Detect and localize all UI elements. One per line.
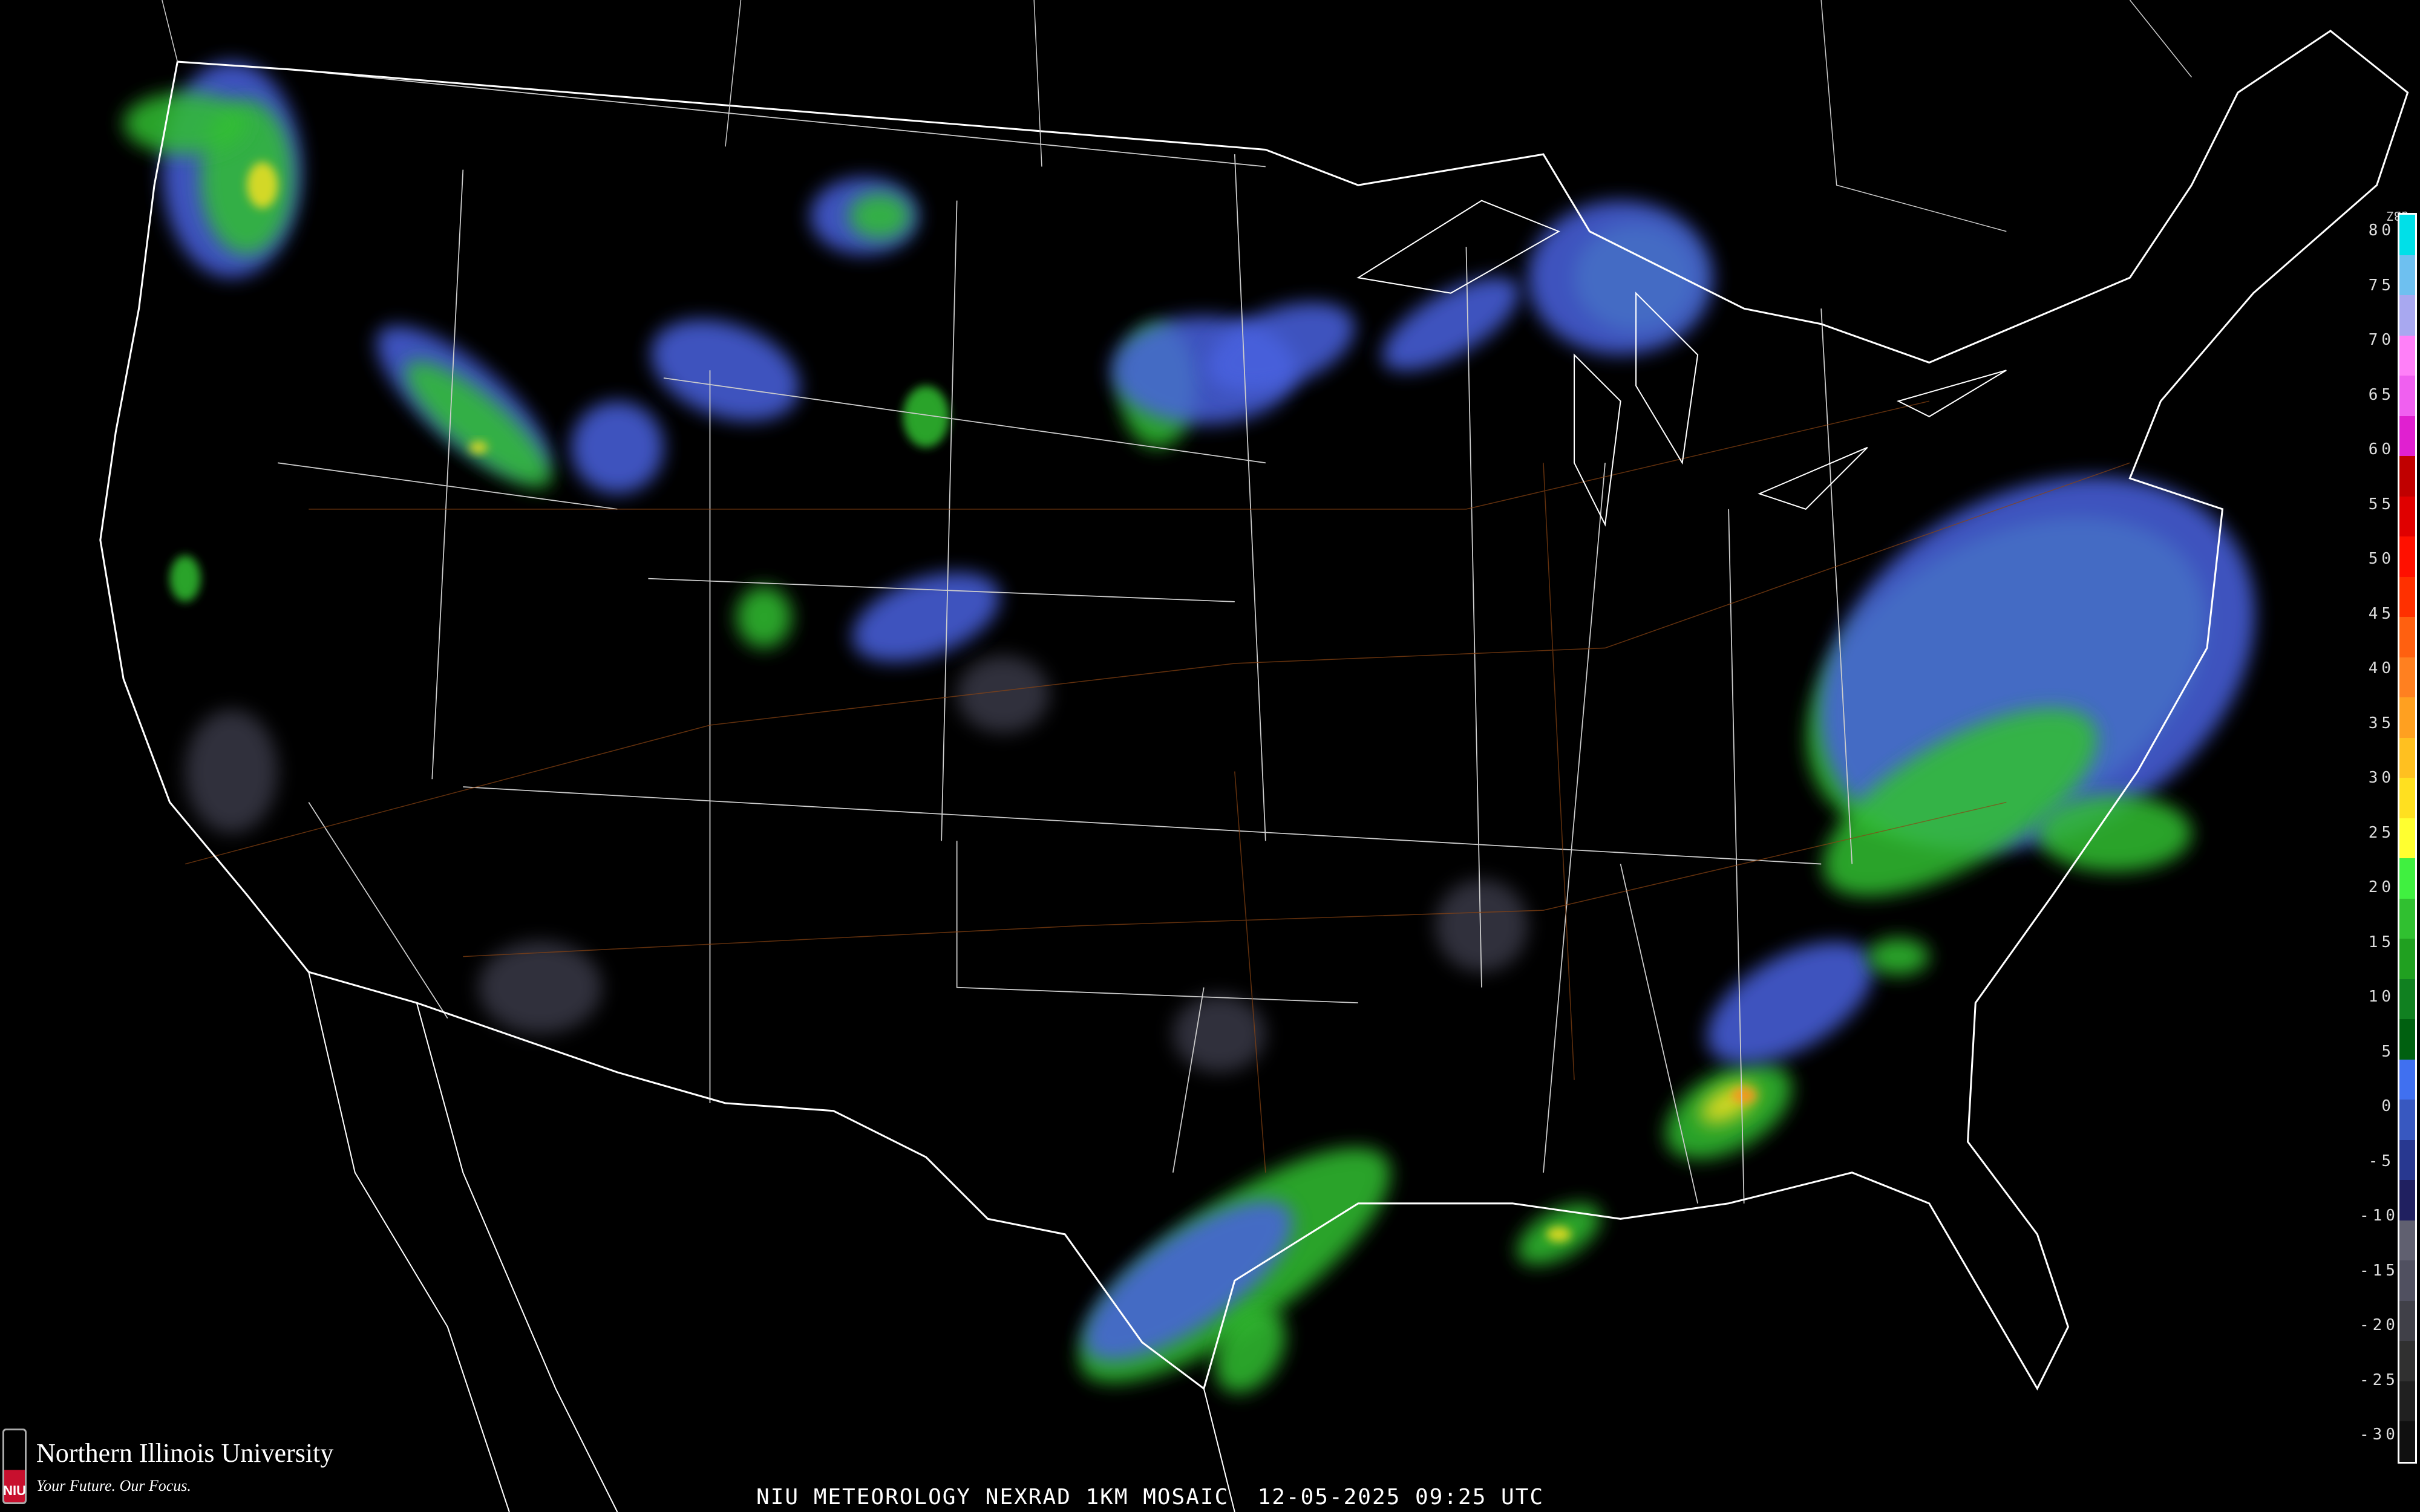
radar-echo: [1382, 277, 1520, 371]
state-borders: [278, 68, 1853, 1204]
legend-tick: 80: [2368, 221, 2395, 240]
legend-swatch: [2399, 778, 2415, 818]
legend-swatch: [2399, 376, 2415, 416]
radar-echo: [1214, 1307, 1286, 1393]
legend-tick: 30: [2368, 769, 2395, 787]
legend-swatch: [2399, 295, 2415, 336]
legend-swatch: [2399, 1139, 2415, 1181]
radar-echo: [469, 441, 488, 454]
legend-swatch: [2399, 1381, 2415, 1422]
dbz-color-scale: [2398, 213, 2417, 1464]
legend-tick: -10: [2360, 1207, 2399, 1225]
university-name: Northern Illinois University: [36, 1438, 334, 1468]
radar-echo: [169, 555, 201, 602]
legend-tick: -5: [2368, 1152, 2395, 1170]
radar-echo: [185, 709, 278, 833]
legend-tick: 25: [2368, 823, 2395, 842]
radar-echo: [1172, 995, 1266, 1072]
great-lakes: [1356, 200, 2007, 527]
legend-swatch: [2399, 255, 2415, 296]
legend-swatch: [2399, 617, 2415, 657]
radar-echo: [957, 656, 1050, 733]
map-caption: NIU METEOROLOGY NEXRAD 1KM MOSAIC 12-05-…: [756, 1485, 1545, 1510]
radar-echo: [736, 586, 792, 648]
legend-swatch: [2399, 415, 2415, 457]
radar-echo: [1707, 941, 1874, 1064]
legend-tick: 45: [2368, 604, 2395, 623]
legend-swatch: [2399, 1180, 2415, 1220]
radar-echo: [478, 941, 602, 1034]
precipitation-echoes: [123, 62, 2255, 1393]
legend-tick: 70: [2368, 331, 2395, 349]
radar-echo: [123, 93, 247, 155]
radar-echo: [405, 361, 552, 488]
legend-swatch: [2399, 335, 2415, 376]
radar-echo: [1435, 879, 1528, 973]
legend-tick: 75: [2368, 276, 2395, 295]
radar-echo: [651, 319, 800, 422]
radar-echo: [1546, 1227, 1571, 1242]
legend-swatch: [2399, 576, 2415, 618]
niu-shield-icon: NIU: [2, 1429, 27, 1504]
legend-swatch: [2399, 737, 2415, 778]
legend-swatch: [2399, 456, 2415, 497]
radar-echo: [852, 572, 1000, 662]
radar-echo: [1867, 938, 1929, 976]
radar-echo: [1528, 200, 1713, 355]
legend-tick: 35: [2368, 714, 2395, 732]
legend-swatch: [2399, 496, 2415, 537]
legend-tick: 55: [2368, 495, 2395, 513]
roads: [185, 400, 2130, 1173]
us-outline: [99, 30, 2409, 1391]
legend-tick: 0: [2381, 1097, 2395, 1115]
radar-echo: [1084, 1200, 1293, 1361]
legend-swatch: [2399, 657, 2415, 698]
radar-echo: [2037, 794, 2192, 872]
legend-tick: 5: [2381, 1042, 2395, 1061]
legend-swatch: [2399, 858, 2415, 899]
shield-text: NIU: [3, 1483, 26, 1498]
legend-tick: -30: [2360, 1426, 2399, 1444]
radar-echo: [849, 192, 911, 240]
canada-lines: [162, 0, 2193, 232]
legend-swatch: [2399, 1220, 2415, 1261]
legend-tick: -25: [2360, 1370, 2399, 1389]
legend-tick: 65: [2368, 385, 2395, 404]
radar-echo: [571, 401, 664, 494]
legend-tick: 20: [2368, 878, 2395, 896]
legend-swatch: [2399, 215, 2415, 255]
legend-swatch: [2399, 536, 2415, 577]
mexico-coast: [308, 971, 1235, 1512]
legend-swatch: [2399, 939, 2415, 979]
legend-tick: 10: [2368, 988, 2395, 1006]
legend-swatch: [2399, 818, 2415, 859]
legend-swatch: [2399, 697, 2415, 738]
legend-swatch: [2399, 1260, 2415, 1301]
legend-swatch: [2399, 1421, 2415, 1462]
legend-swatch: [2399, 1341, 2415, 1381]
legend-swatch: [2399, 979, 2415, 1020]
legend-tick: -20: [2360, 1316, 2399, 1334]
legend-tick: 15: [2368, 933, 2395, 951]
legend-swatch: [2399, 1019, 2415, 1060]
radar-echo: [1823, 708, 2098, 896]
legend-tick: 40: [2368, 659, 2395, 677]
legend-tick: 60: [2368, 440, 2395, 458]
radar-echo: [1732, 1087, 1757, 1103]
radar-echo: [903, 385, 949, 448]
legend-swatch: [2399, 1300, 2415, 1341]
legend-tick: 50: [2368, 550, 2395, 568]
university-tagline: Your Future. Our Focus.: [36, 1477, 191, 1494]
niu-logo: NIU Northern Illinois University Your Fu…: [0, 1429, 333, 1504]
legend-swatch: [2399, 898, 2415, 939]
radar-echo: [247, 161, 278, 209]
legend-swatch: [2399, 1100, 2415, 1140]
legend-tick: -15: [2360, 1261, 2399, 1280]
legend-swatch: [2399, 1059, 2415, 1100]
